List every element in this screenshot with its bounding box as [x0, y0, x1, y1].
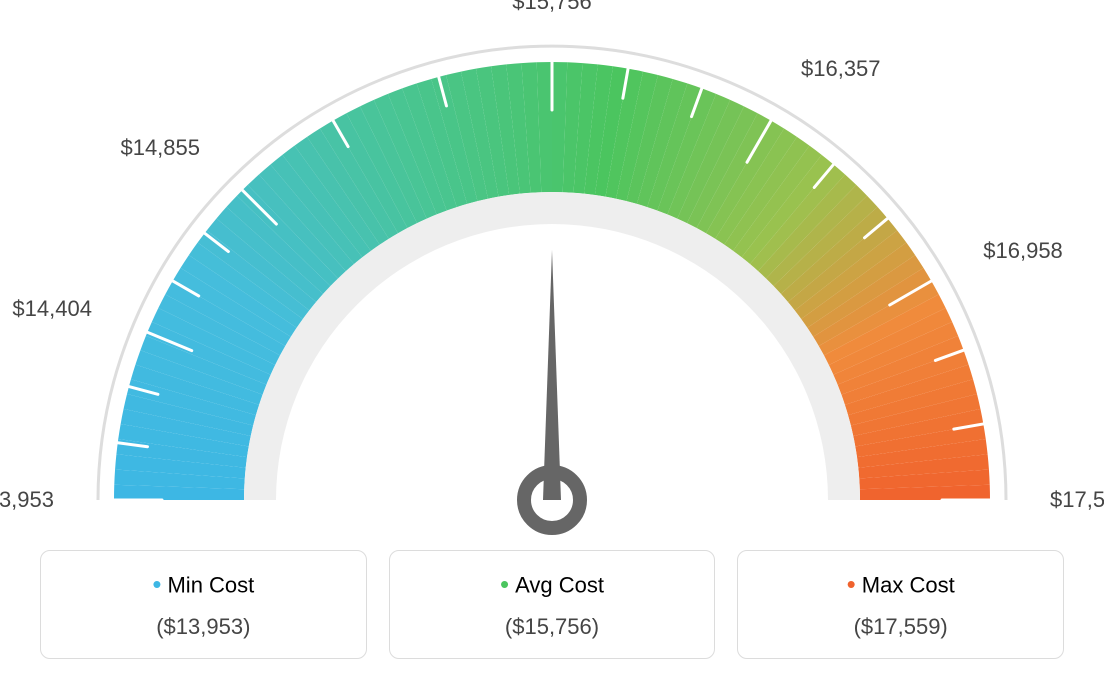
max-cost-value: ($17,559): [748, 614, 1053, 640]
gauge-tick-label: $16,357: [801, 56, 881, 82]
bullet-icon: •: [847, 569, 856, 599]
min-cost-title: •Min Cost: [51, 571, 356, 602]
gauge-tick-label: $14,855: [120, 135, 200, 161]
summary-card-avg: •Avg Cost ($15,756): [389, 550, 716, 659]
bullet-icon: •: [500, 569, 509, 599]
gauge-tick-label: $14,404: [12, 296, 92, 322]
summary-card-min: •Min Cost ($13,953): [40, 550, 367, 659]
gauge-tick-label: $16,958: [983, 238, 1063, 264]
avg-cost-value: ($15,756): [400, 614, 705, 640]
gauge-tick-label: $13,953: [0, 487, 54, 513]
max-cost-label: Max Cost: [862, 572, 955, 597]
gauge-svg: [0, 0, 1104, 540]
bullet-icon: •: [152, 569, 161, 599]
gauge-tick-label: $15,756: [512, 0, 592, 15]
summary-row: •Min Cost ($13,953) •Avg Cost ($15,756) …: [0, 550, 1104, 659]
min-cost-label: Min Cost: [167, 572, 254, 597]
min-cost-value: ($13,953): [51, 614, 356, 640]
gauge-tick-label: $17,559: [1050, 487, 1104, 513]
summary-card-max: •Max Cost ($17,559): [737, 550, 1064, 659]
avg-cost-title: •Avg Cost: [400, 571, 705, 602]
avg-cost-label: Avg Cost: [515, 572, 604, 597]
max-cost-title: •Max Cost: [748, 571, 1053, 602]
gauge-chart: $13,953 $14,404 $14,855 $15,756 $16,357 $16,9…: [0, 0, 1104, 540]
